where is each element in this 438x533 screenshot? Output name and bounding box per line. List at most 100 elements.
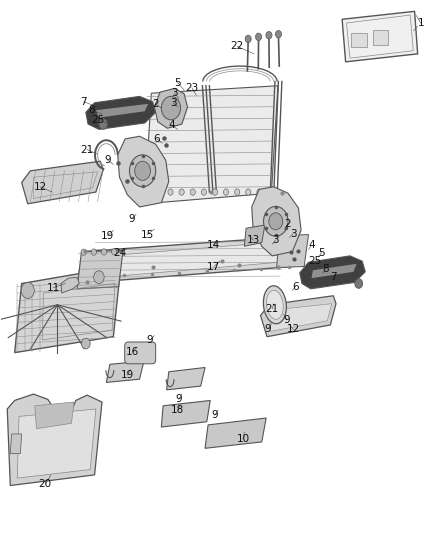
Polygon shape [21, 161, 103, 204]
Polygon shape [205, 418, 266, 448]
Circle shape [235, 189, 240, 195]
Text: 17: 17 [207, 262, 220, 271]
Polygon shape [86, 96, 155, 130]
Text: 5: 5 [174, 78, 181, 87]
Polygon shape [166, 368, 205, 390]
Polygon shape [92, 241, 289, 278]
Polygon shape [277, 235, 308, 268]
Text: 25: 25 [91, 115, 104, 125]
Text: 9: 9 [128, 214, 135, 224]
Circle shape [269, 213, 283, 230]
Circle shape [245, 35, 251, 43]
Text: 16: 16 [126, 346, 139, 357]
Circle shape [355, 279, 363, 288]
Polygon shape [61, 277, 79, 293]
Text: 9: 9 [147, 335, 153, 345]
Text: 25: 25 [308, 256, 321, 266]
Text: 3: 3 [290, 229, 297, 239]
Circle shape [94, 271, 104, 284]
Circle shape [266, 31, 272, 39]
Circle shape [255, 33, 261, 41]
Text: 18: 18 [171, 405, 184, 415]
Text: 6: 6 [154, 134, 160, 144]
Circle shape [268, 189, 273, 195]
Text: 5: 5 [318, 248, 325, 257]
Polygon shape [300, 256, 365, 289]
Text: 3: 3 [170, 98, 177, 108]
Circle shape [246, 189, 251, 195]
Text: 9: 9 [104, 155, 111, 165]
Text: 2: 2 [285, 219, 291, 229]
Circle shape [161, 96, 180, 120]
Polygon shape [271, 304, 332, 332]
Circle shape [102, 249, 106, 255]
Polygon shape [77, 236, 304, 284]
Text: 8: 8 [323, 264, 329, 273]
Circle shape [130, 155, 155, 187]
Text: 1: 1 [417, 18, 424, 28]
Text: 14: 14 [207, 240, 220, 250]
Text: 8: 8 [88, 105, 95, 115]
Circle shape [201, 189, 206, 195]
Text: 22: 22 [231, 42, 244, 51]
Text: 3: 3 [171, 88, 178, 98]
Polygon shape [96, 104, 148, 118]
Polygon shape [261, 296, 336, 337]
Circle shape [21, 282, 34, 298]
Circle shape [257, 189, 262, 195]
FancyBboxPatch shape [125, 342, 155, 364]
Circle shape [223, 189, 229, 195]
Text: 9: 9 [283, 314, 290, 325]
Text: 12: 12 [286, 324, 300, 334]
Text: 24: 24 [113, 248, 126, 257]
Text: 9: 9 [265, 324, 271, 334]
Text: 10: 10 [237, 434, 250, 445]
Polygon shape [17, 409, 96, 478]
Polygon shape [7, 394, 102, 486]
Ellipse shape [266, 290, 283, 319]
Text: 19: 19 [121, 370, 134, 380]
Circle shape [112, 248, 117, 255]
Circle shape [212, 189, 218, 195]
Polygon shape [311, 264, 357, 278]
Text: 9: 9 [176, 394, 182, 405]
Polygon shape [11, 434, 21, 454]
Circle shape [146, 189, 151, 195]
Circle shape [135, 161, 150, 180]
Polygon shape [77, 251, 123, 289]
Text: 2: 2 [152, 99, 159, 109]
Text: 4: 4 [169, 120, 175, 130]
Circle shape [264, 206, 288, 236]
Text: 21: 21 [265, 304, 279, 314]
Circle shape [91, 249, 96, 255]
Circle shape [157, 189, 162, 195]
Polygon shape [154, 88, 187, 128]
Circle shape [168, 189, 173, 195]
Text: 21: 21 [81, 144, 94, 155]
Polygon shape [145, 86, 278, 204]
Circle shape [190, 189, 195, 195]
Polygon shape [342, 11, 418, 62]
Text: 15: 15 [140, 230, 154, 240]
Text: 7: 7 [330, 272, 337, 282]
Text: 3: 3 [272, 235, 279, 245]
Polygon shape [14, 266, 121, 353]
Polygon shape [106, 361, 144, 382]
Text: 7: 7 [80, 96, 87, 107]
Circle shape [81, 249, 86, 255]
Text: 19: 19 [101, 231, 114, 241]
Circle shape [276, 30, 282, 38]
Circle shape [81, 338, 90, 349]
Polygon shape [118, 136, 169, 207]
Polygon shape [35, 402, 74, 429]
Text: 23: 23 [185, 83, 198, 93]
Text: 12: 12 [33, 182, 46, 192]
Circle shape [179, 189, 184, 195]
Text: 9: 9 [211, 410, 218, 421]
Polygon shape [244, 225, 265, 246]
Text: 11: 11 [46, 283, 60, 293]
Text: 6: 6 [292, 282, 299, 292]
Bar [373, 30, 389, 45]
Circle shape [99, 119, 108, 130]
Polygon shape [252, 187, 301, 256]
